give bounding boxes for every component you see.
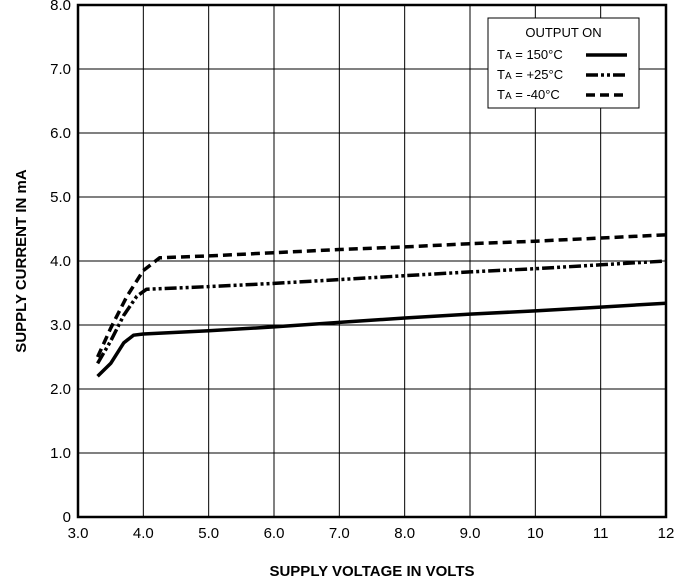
y-tick-label: 6.0 — [50, 125, 71, 142]
legend: OUTPUT ON TA = 150°C TA = +25°C TA = -40°C — [487, 17, 640, 109]
legend-title: OUTPUT ON — [525, 25, 601, 40]
y-tick-label: 4.0 — [50, 253, 71, 270]
x-tick-label: 5.0 — [198, 525, 219, 542]
x-axis-title: SUPPLY VOLTAGE IN VOLTS — [269, 563, 474, 580]
series-line-1 — [96, 301, 667, 378]
y-axis-ticks: 0 1.0 2.0 3.0 4.0 5.0 6.0 7.0 8.0 — [50, 0, 71, 526]
y-tick-label: 8.0 — [50, 0, 71, 14]
x-tick-label: 10 — [527, 525, 544, 542]
plot-frame — [76, 3, 668, 519]
x-tick-label: 11 — [593, 525, 609, 542]
x-tick-label: 12 — [658, 525, 675, 542]
x-tick-label: 9.0 — [460, 525, 481, 542]
y-tick-label: 7.0 — [50, 61, 71, 78]
y-tick-label: 0 — [63, 509, 71, 526]
legend-label: TA = +25°C — [497, 67, 563, 82]
y-tick-label: 2.0 — [50, 381, 71, 398]
x-tick-label: 7.0 — [329, 525, 350, 542]
series-line-3 — [96, 233, 667, 358]
x-tick-label: 3.0 — [68, 525, 89, 542]
x-tick-label: 4.0 — [133, 525, 154, 542]
series-layer — [96, 233, 667, 378]
y-tick-label: 3.0 — [50, 317, 71, 334]
x-tick-label: 8.0 — [394, 525, 415, 542]
legend-label: TA = 150°C — [497, 47, 563, 62]
x-axis-ticks: 3.0 4.0 5.0 6.0 7.0 8.0 9.0 10 11 12 — [68, 525, 675, 542]
legend-box — [487, 17, 640, 109]
x-tick-label: 6.0 — [264, 525, 285, 542]
y-tick-label: 5.0 — [50, 189, 71, 206]
legend-entries: TA = 150°C TA = +25°C TA = -40°C — [497, 47, 627, 102]
legend-label: TA = -40°C — [497, 87, 560, 102]
series-line-2 — [96, 259, 667, 365]
y-tick-label: 1.0 — [50, 445, 71, 462]
y-axis-title: SUPPLY CURRENT IN mA — [13, 169, 30, 353]
